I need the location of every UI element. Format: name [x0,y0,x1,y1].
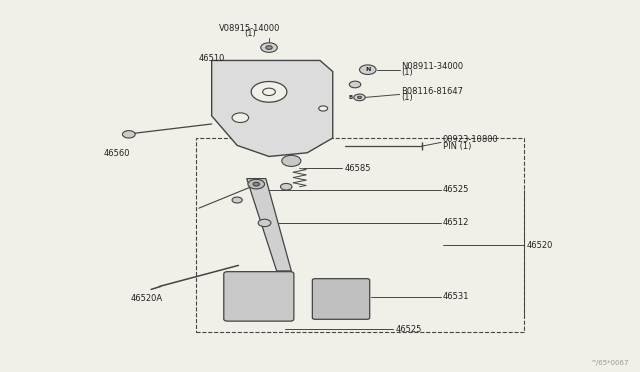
Circle shape [319,106,328,111]
Circle shape [232,197,243,203]
FancyBboxPatch shape [224,272,294,321]
Circle shape [248,179,264,189]
Text: (1): (1) [401,93,413,102]
Text: (1): (1) [401,68,413,77]
Circle shape [282,155,301,166]
Circle shape [349,81,361,88]
Circle shape [280,183,292,190]
Text: (1): (1) [244,29,256,38]
Circle shape [260,43,277,52]
Circle shape [253,182,259,186]
Text: 00923-10800: 00923-10800 [443,135,499,144]
Text: 46520: 46520 [527,241,554,250]
Text: 46531: 46531 [443,292,470,301]
Circle shape [258,219,271,227]
Text: PIN (1): PIN (1) [443,142,471,151]
Text: N: N [365,67,371,72]
Circle shape [251,81,287,102]
FancyBboxPatch shape [312,279,370,319]
Polygon shape [212,61,333,157]
Text: 46585: 46585 [344,164,371,173]
Text: 46512: 46512 [443,218,469,227]
Text: ^/65*0067: ^/65*0067 [591,360,629,366]
Text: 46560: 46560 [104,149,131,158]
Circle shape [360,65,376,74]
Circle shape [266,46,272,49]
Text: B: B [348,95,353,100]
Circle shape [358,96,362,99]
Text: 46510: 46510 [199,54,225,63]
Text: 46525: 46525 [395,325,422,334]
Text: N08911-34000: N08911-34000 [401,62,464,71]
Text: B08116-81647: B08116-81647 [401,87,463,96]
Circle shape [354,94,365,101]
Bar [196,138,524,332]
Polygon shape [246,179,291,271]
Text: 46520A: 46520A [131,294,163,303]
Circle shape [262,88,275,96]
Circle shape [232,113,248,122]
Text: 46525: 46525 [443,185,469,194]
Text: V08915-14000: V08915-14000 [220,24,280,33]
Circle shape [122,131,135,138]
